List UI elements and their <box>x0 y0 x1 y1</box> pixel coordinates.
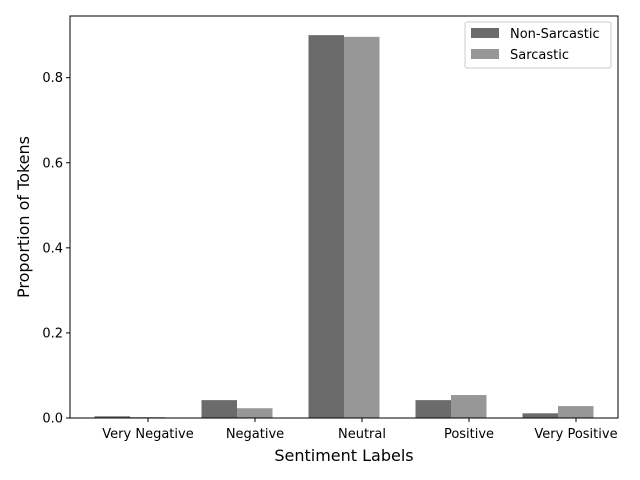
y-tick-label: 0.6 <box>42 156 63 171</box>
x-tick-label: Positive <box>444 427 494 442</box>
bar-sarcastic-1 <box>237 408 273 418</box>
legend-frame <box>464 21 612 69</box>
y-ticks-group: 0.0 0.2 0.4 0.6 0.8 <box>42 71 70 427</box>
y-tick-label: 0.0 <box>42 412 63 427</box>
x-tick-label: Very Negative <box>102 427 193 442</box>
bar-non-sarcastic-1 <box>201 400 237 418</box>
bar-non-sarcastic-2 <box>308 35 344 419</box>
legend: Non-Sarcastic Sarcastic <box>464 21 612 69</box>
y-tick-label: 0.2 <box>42 326 63 341</box>
bar-sarcastic-3 <box>451 395 487 418</box>
x-ticks-group: Very Negative Negative Neutral Positive Very… <box>102 418 618 442</box>
legend-label-non-sarcastic: Non-Sarcastic <box>510 27 600 42</box>
y-tick-label: 0.8 <box>42 71 63 86</box>
y-tick-label: 0.4 <box>42 241 63 256</box>
x-tick-label: Negative <box>226 427 284 442</box>
bar-non-sarcastic-0 <box>94 416 130 418</box>
legend-swatch-non-sarcastic <box>471 28 499 38</box>
bar-non-sarcastic-3 <box>415 400 451 418</box>
x-tick-label: Very Positive <box>534 427 617 442</box>
bars-group <box>94 35 594 419</box>
x-axis-title: Sentiment Labels <box>274 446 413 465</box>
plot-frame <box>69 15 619 419</box>
y-axis-title: Proportion of Tokens <box>14 136 33 298</box>
bar-non-sarcastic-4 <box>522 413 558 418</box>
x-tick-label: Neutral <box>338 427 386 442</box>
bar-sarcastic-4 <box>558 406 594 418</box>
legend-swatch-sarcastic <box>471 49 499 59</box>
legend-label-sarcastic: Sarcastic <box>510 48 569 63</box>
bar-sarcastic-2 <box>344 36 380 418</box>
